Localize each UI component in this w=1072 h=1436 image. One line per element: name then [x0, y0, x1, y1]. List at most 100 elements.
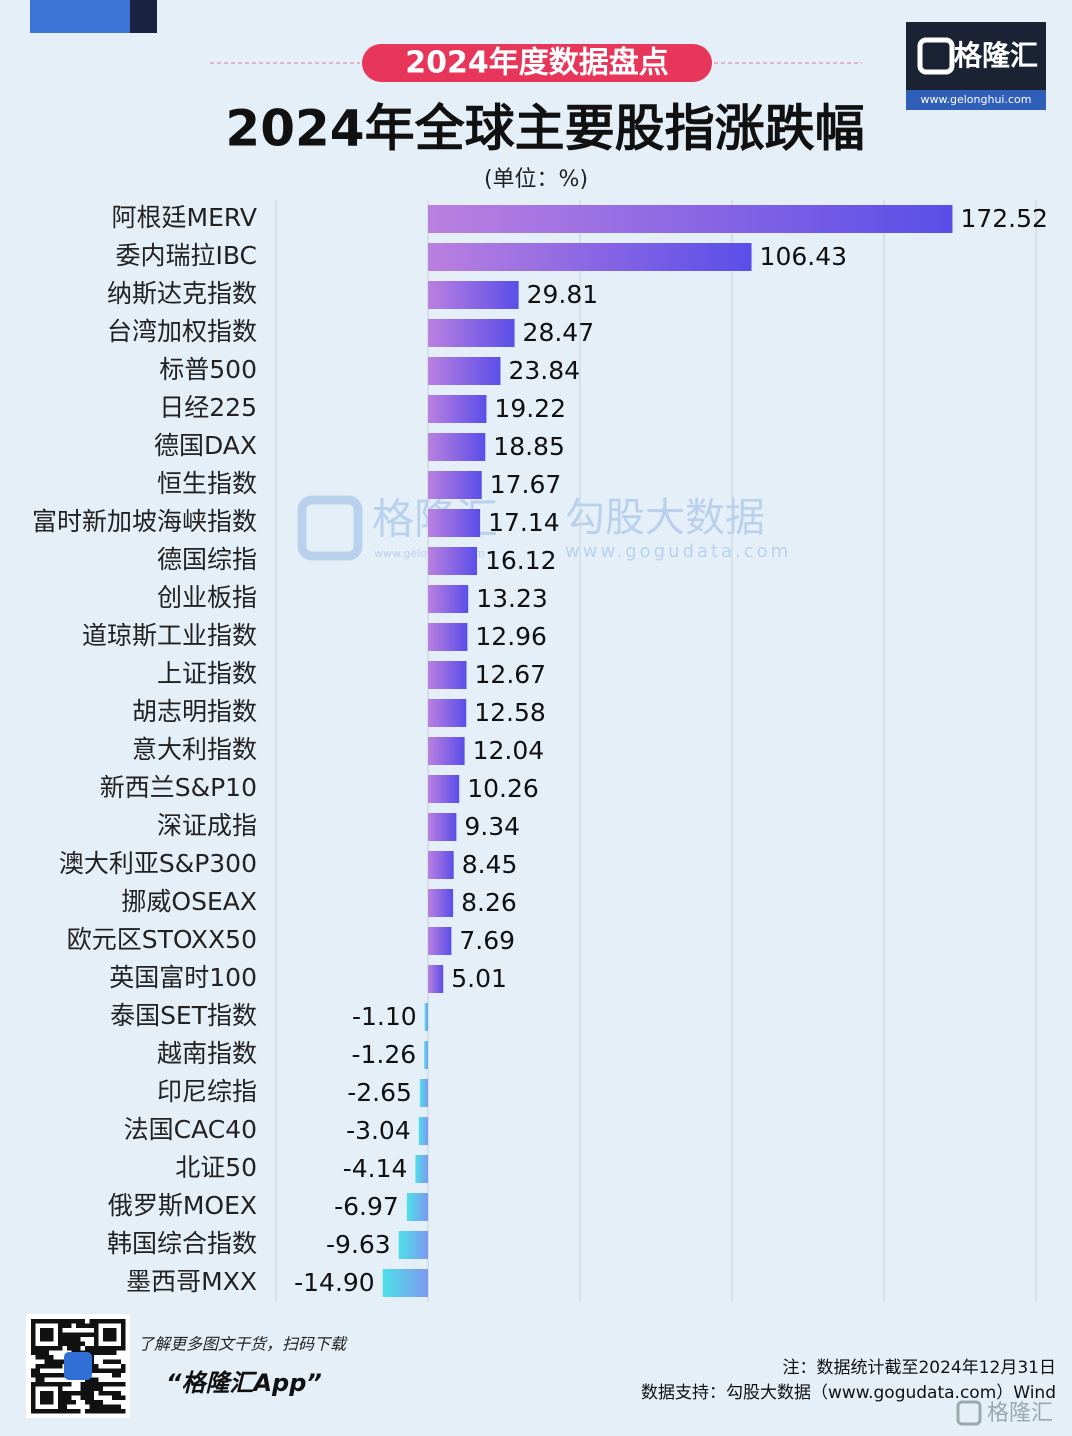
- qr-cell: [44, 1319, 49, 1324]
- qr-cell: [62, 1319, 67, 1324]
- qr-cell: [31, 1337, 36, 1342]
- y-tick-label: 创业板指: [157, 583, 257, 612]
- qr-cell: [107, 1328, 112, 1333]
- watermark-partner: 勾股大数据: [565, 495, 765, 541]
- qr-cell: [89, 1400, 94, 1405]
- qr-cell: [112, 1391, 117, 1396]
- qr-cell: [35, 1350, 40, 1355]
- qr-cell: [94, 1364, 99, 1369]
- qr-cell: [94, 1323, 99, 1328]
- watermark-icon: [297, 495, 363, 561]
- value-label: 106.43: [760, 242, 847, 271]
- value-label: 12.67: [475, 660, 547, 689]
- qr-cell: [80, 1386, 85, 1391]
- qr-cell: [121, 1368, 126, 1373]
- qr-cell: [116, 1373, 121, 1378]
- qr-cell: [80, 1341, 85, 1346]
- bar: [428, 471, 482, 499]
- qr-cell: [62, 1400, 67, 1405]
- qr-cell: [121, 1323, 126, 1328]
- y-tick-label: 委内瑞拉IBC: [115, 241, 257, 270]
- qr-cell: [62, 1323, 67, 1328]
- qr-cell: [40, 1395, 45, 1400]
- qr-cell: [31, 1404, 36, 1409]
- qr-cell: [76, 1341, 81, 1346]
- logo-text: 格隆汇: [954, 39, 1038, 72]
- qr-cell: [35, 1409, 40, 1414]
- qr-cell: [98, 1319, 103, 1324]
- qr-cell: [76, 1337, 81, 1342]
- qr-cell: [40, 1373, 45, 1378]
- qr-cell: [40, 1355, 45, 1360]
- value-label: -2.65: [347, 1078, 412, 1107]
- qr-cell: [49, 1391, 54, 1396]
- badge-text: 2024年度数据盘点: [405, 46, 669, 81]
- qr-cell: [49, 1359, 54, 1364]
- qr-cell: [49, 1332, 54, 1337]
- y-tick-label: 道琼斯工业指数: [82, 621, 257, 650]
- qr-cell: [49, 1328, 54, 1333]
- y-tick-label: 澳大利亚S&P300: [59, 849, 257, 878]
- qr-cell: [44, 1350, 49, 1355]
- qr-cell: [112, 1368, 117, 1373]
- qr-cell: [44, 1382, 49, 1387]
- logo-url: www.gelonghui.com: [921, 93, 1032, 106]
- qr-cell: [89, 1319, 94, 1324]
- value-label: -6.97: [334, 1192, 399, 1221]
- qr-cell: [67, 1382, 72, 1387]
- qr-cell: [89, 1323, 94, 1328]
- qr-cell: [89, 1404, 94, 1409]
- qr-cell: [31, 1368, 36, 1373]
- qr-cell: [94, 1341, 99, 1346]
- qr-cell: [94, 1368, 99, 1373]
- y-tick-label: 富时新加坡海峡指数: [32, 507, 257, 536]
- bar: [428, 661, 467, 689]
- bar: [415, 1155, 428, 1183]
- qr-cell: [89, 1377, 94, 1382]
- value-label: 5.01: [451, 964, 507, 993]
- value-label: 10.26: [467, 774, 539, 803]
- bar: [428, 281, 519, 309]
- qr-cell: [116, 1319, 121, 1324]
- qr-cell: [40, 1382, 45, 1387]
- qr-cell: [58, 1332, 63, 1337]
- qr-cell: [49, 1395, 54, 1400]
- qr-cell: [103, 1350, 108, 1355]
- qr-cell: [67, 1341, 72, 1346]
- qr-cell: [76, 1409, 81, 1414]
- value-label: 12.04: [473, 736, 545, 765]
- source: 数据支持：勾股大数据（www.gogudata.com）Wind: [641, 1383, 1056, 1403]
- qr-cell: [35, 1373, 40, 1378]
- y-tick-label: 印尼综指: [157, 1077, 257, 1106]
- qr-cell: [62, 1382, 67, 1387]
- qr-cell: [85, 1346, 90, 1351]
- qr-cell: [116, 1395, 121, 1400]
- qr-cell: [94, 1404, 99, 1409]
- qr-cell: [103, 1409, 108, 1414]
- qr-cell: [121, 1328, 126, 1333]
- qr-cell: [71, 1400, 76, 1405]
- qr-cell: [94, 1350, 99, 1355]
- qr-cell: [31, 1341, 36, 1346]
- qr-cell: [31, 1319, 36, 1324]
- qr-cell: [98, 1346, 103, 1351]
- value-label: 8.26: [461, 888, 517, 917]
- qr-cell: [107, 1368, 112, 1373]
- qr-cell: [35, 1346, 40, 1351]
- qr-cell: [112, 1350, 117, 1355]
- qr-cell: [98, 1400, 103, 1405]
- qr-cell: [62, 1337, 67, 1342]
- qr-cell: [107, 1337, 112, 1342]
- promo: 了解更多图文干货，扫码下载: [138, 1335, 348, 1354]
- qr-cell: [40, 1400, 45, 1405]
- bar: [428, 965, 444, 993]
- qr-cell: [116, 1382, 121, 1387]
- qr-cell: [44, 1364, 49, 1369]
- y-tick-label: 台湾加权指数: [107, 317, 257, 346]
- qr-cell: [49, 1409, 54, 1414]
- qr-cell: [116, 1359, 121, 1364]
- qr-cell: [31, 1409, 36, 1414]
- qr-cell: [80, 1391, 85, 1396]
